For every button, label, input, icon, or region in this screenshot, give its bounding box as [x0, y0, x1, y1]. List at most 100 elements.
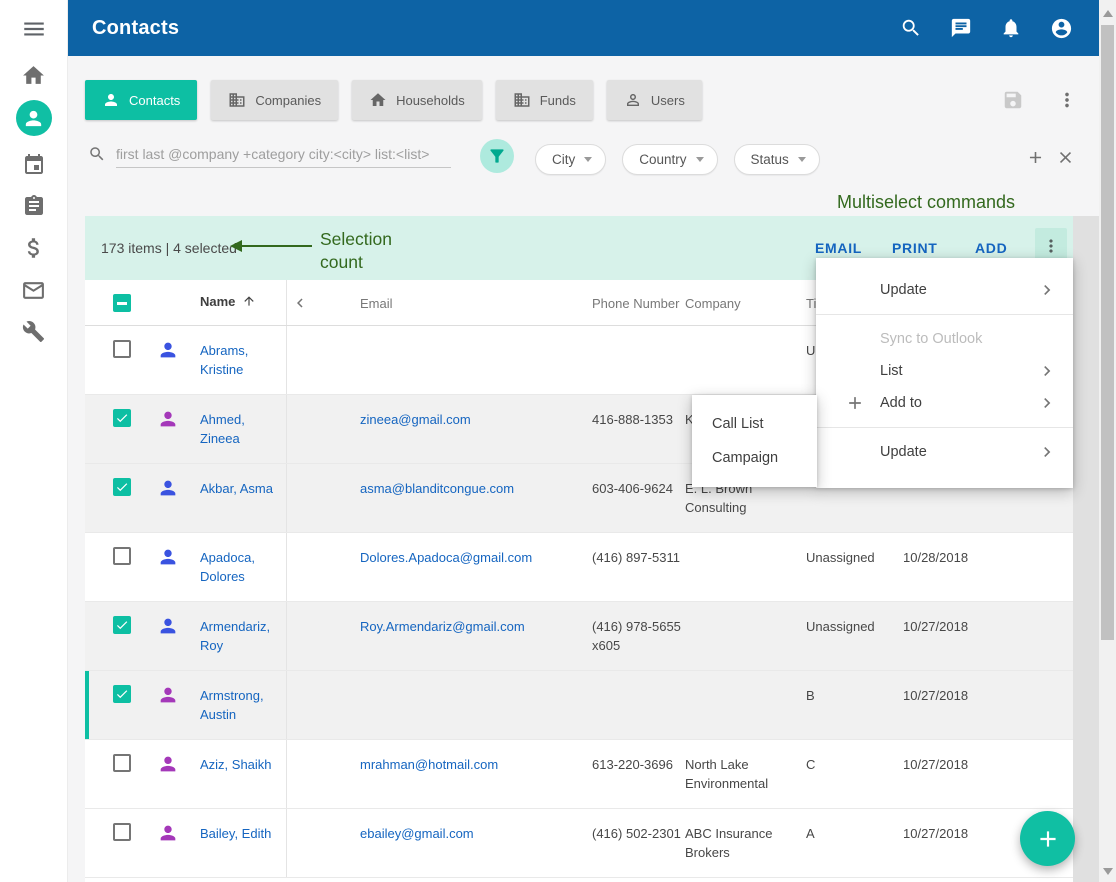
contact-email-link[interactable]: mrahman@hotmail.com	[360, 757, 499, 772]
contact-name-link[interactable]: Bailey, Edith	[200, 826, 272, 841]
annotation-selection-count: Selection count	[320, 229, 392, 272]
app-bar: Contacts	[68, 0, 1099, 56]
contact-email-link[interactable]: Roy.Armendariz@gmail.com	[360, 619, 525, 634]
hamburger-menu-icon[interactable]	[21, 16, 47, 42]
building-icon	[228, 91, 246, 109]
menu-item-update-top[interactable]: Update	[816, 274, 1073, 306]
contact-date: 10/27/2018	[903, 619, 969, 634]
filter-icon[interactable]	[480, 139, 514, 173]
contact-date: 10/27/2018	[903, 757, 969, 772]
row-checkbox[interactable]	[113, 685, 131, 703]
tab-contacts[interactable]: Contacts	[85, 80, 198, 120]
table-row[interactable]: Armendariz, Roy Roy.Armendariz@gmail.com…	[85, 602, 1073, 671]
contact-name-link[interactable]: Armendariz, Roy	[200, 619, 271, 653]
row-checkbox[interactable]	[113, 547, 131, 565]
submenu-item-call-list[interactable]: Call List	[712, 416, 764, 432]
contact-company	[685, 671, 795, 739]
main-content: Contacts Companies Households Funds User…	[68, 56, 1099, 882]
contact-email-link[interactable]: asma@blanditcongue.com	[360, 481, 515, 496]
save-icon[interactable]	[1002, 89, 1024, 111]
nav-dollar-icon[interactable]	[21, 235, 47, 261]
vertical-scrollbar[interactable]	[1099, 0, 1116, 882]
row-checkbox[interactable]	[113, 823, 131, 841]
menu-item-update-bottom[interactable]: Update	[816, 436, 1073, 468]
contact-company	[685, 533, 795, 601]
status-filter-dropdown[interactable]: Status	[733, 144, 820, 175]
more-options-icon[interactable]	[1056, 89, 1078, 111]
search-input[interactable]	[116, 140, 451, 168]
column-header-company[interactable]: Company	[685, 296, 741, 311]
close-icon[interactable]	[1056, 148, 1075, 167]
city-filter-dropdown[interactable]: City	[535, 144, 607, 175]
contact-company	[685, 602, 795, 670]
menu-item-add-to[interactable]: Add to	[816, 387, 1073, 419]
menu-item-sync-to-outlook[interactable]: Sync to Outlook	[880, 331, 983, 347]
column-header-phone[interactable]: Phone Number	[592, 296, 680, 311]
nav-contacts-icon-active[interactable]	[15, 100, 52, 136]
contact-name-link[interactable]: Aziz, Shaikh	[200, 757, 272, 772]
contact-tier: C	[806, 757, 816, 772]
contact-phone	[585, 671, 685, 739]
contact-email-link[interactable]: zineea@gmail.com	[360, 412, 471, 427]
row-checkbox[interactable]	[113, 754, 131, 772]
contact-avatar-icon	[157, 615, 179, 637]
row-checkbox[interactable]	[113, 409, 131, 427]
chevron-right-icon	[1037, 442, 1057, 462]
collapse-column-icon[interactable]	[287, 280, 315, 325]
contact-name-link[interactable]: Akbar, Asma	[200, 481, 273, 496]
column-header-name[interactable]: Name	[191, 280, 287, 325]
column-header-email[interactable]: Email	[360, 296, 393, 311]
tab-companies[interactable]: Companies	[211, 80, 339, 120]
account-icon[interactable]	[1050, 17, 1073, 40]
contact-tier: A	[806, 826, 815, 841]
menu-divider	[816, 427, 1073, 428]
contact-avatar-icon	[157, 753, 179, 775]
add-filter-icon[interactable]	[1026, 148, 1045, 167]
table-row[interactable]: Aziz, Shaikh mrahman@hotmail.com 613-220…	[85, 740, 1073, 809]
contact-name-link[interactable]: Armstrong, Austin	[200, 688, 264, 722]
menu-item-list[interactable]: List	[816, 355, 1073, 387]
person-icon	[102, 91, 120, 109]
row-checkbox[interactable]	[113, 340, 131, 358]
selection-summary: 173 items | 4 selected	[101, 240, 237, 256]
nav-tasks-icon[interactable]	[22, 194, 46, 218]
search-icon[interactable]	[900, 17, 922, 40]
contact-name-link[interactable]: Apadoca, Dolores	[200, 550, 255, 584]
table-row-focused[interactable]: Armstrong, Austin B 10/27/2018	[85, 671, 1073, 740]
row-checkbox[interactable]	[113, 616, 131, 634]
nav-calendar-icon[interactable]	[22, 153, 46, 177]
scrollbar-thumb[interactable]	[1101, 25, 1114, 640]
left-nav-sidebar	[0, 0, 68, 882]
scroll-down-arrow[interactable]	[1103, 868, 1113, 875]
chat-icon[interactable]	[950, 17, 972, 40]
nav-tools-icon[interactable]	[22, 320, 45, 343]
add-contact-fab[interactable]	[1020, 811, 1075, 866]
email-button[interactable]: EMAIL	[815, 240, 863, 256]
contact-phone: (416) 978-5655 x605	[592, 619, 681, 653]
check-icon	[115, 480, 129, 494]
country-filter-dropdown[interactable]: Country	[622, 144, 718, 175]
table-row[interactable]: Apadoca, Dolores Dolores.Apadoca@gmail.c…	[85, 533, 1073, 602]
contact-avatar-icon	[157, 477, 179, 499]
contact-company	[685, 326, 795, 394]
tab-funds[interactable]: Funds	[495, 80, 593, 120]
scroll-up-arrow[interactable]	[1103, 10, 1113, 17]
nav-mail-icon[interactable]	[21, 278, 46, 303]
nav-home-icon[interactable]	[21, 63, 46, 88]
tab-households[interactable]: Households	[352, 80, 482, 120]
annotation-arrow	[241, 245, 312, 247]
check-icon	[115, 687, 129, 701]
add-button[interactable]: ADD	[975, 240, 1008, 256]
contact-name-link[interactable]: Abrams, Kristine	[200, 343, 249, 377]
print-button[interactable]: PRINT	[892, 240, 938, 256]
contact-name-link[interactable]: Ahmed, Zineea	[200, 412, 245, 446]
contact-email-link[interactable]: ebailey@gmail.com	[360, 826, 474, 841]
notifications-icon[interactable]	[1000, 17, 1022, 40]
contact-email-link[interactable]: Dolores.Apadoca@gmail.com	[360, 550, 533, 565]
submenu-item-campaign[interactable]: Campaign	[712, 450, 779, 466]
row-checkbox[interactable]	[113, 478, 131, 496]
table-row[interactable]: Bailey, Edith ebailey@gmail.com (416) 50…	[85, 809, 1073, 878]
filter-chips: City Country Status	[535, 144, 820, 175]
tab-users[interactable]: Users	[606, 80, 702, 120]
select-all-checkbox[interactable]	[99, 280, 145, 325]
